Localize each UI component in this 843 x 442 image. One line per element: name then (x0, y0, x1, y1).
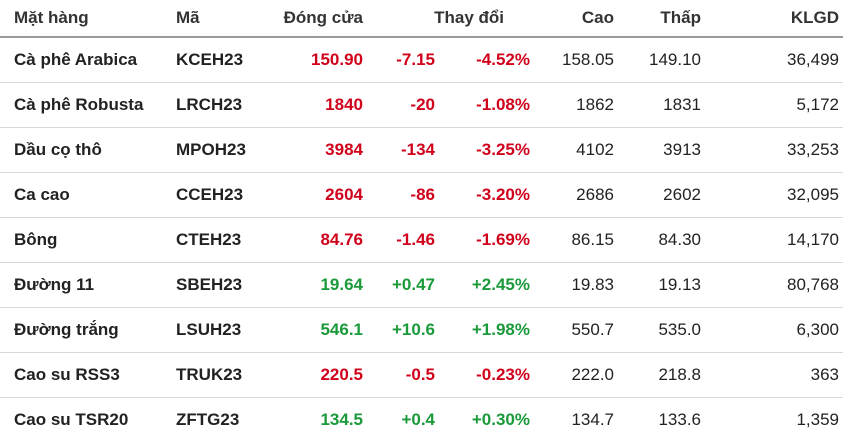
cell-change-percent: +2.45% (443, 263, 540, 308)
header-change: Thay đổi (371, 0, 540, 37)
cell-high: 1862 (540, 83, 622, 128)
cell-volume: 32,095 (707, 173, 843, 218)
cell-name: Cao su RSS3 (0, 353, 172, 398)
cell-change-percent: +0.30% (443, 398, 540, 442)
cell-low: 84.30 (622, 218, 707, 263)
cell-high: 158.05 (540, 37, 622, 83)
cell-volume: 5,172 (707, 83, 843, 128)
cell-change: +0.4 (371, 398, 443, 442)
cell-volume: 363 (707, 353, 843, 398)
cell-change-percent: -0.23% (443, 353, 540, 398)
cell-change: -20 (371, 83, 443, 128)
cell-change-percent: -1.08% (443, 83, 540, 128)
cell-high: 4102 (540, 128, 622, 173)
cell-code: ZFTG23 (172, 398, 268, 442)
cell-low: 133.6 (622, 398, 707, 442)
cell-volume: 33,253 (707, 128, 843, 173)
cell-high: 550.7 (540, 308, 622, 353)
header-name: Mặt hàng (0, 0, 172, 37)
cell-close: 150.90 (268, 37, 371, 83)
header-low: Thấp (622, 0, 707, 37)
cell-volume: 14,170 (707, 218, 843, 263)
cell-name: Cà phê Arabica (0, 37, 172, 83)
cell-low: 218.8 (622, 353, 707, 398)
cell-volume: 1,359 (707, 398, 843, 442)
cell-low: 3913 (622, 128, 707, 173)
cell-high: 2686 (540, 173, 622, 218)
cell-name: Bông (0, 218, 172, 263)
cell-name: Đường trắng (0, 308, 172, 353)
cell-change: -7.15 (371, 37, 443, 83)
cell-low: 1831 (622, 83, 707, 128)
cell-change-percent: -3.25% (443, 128, 540, 173)
cell-close: 1840 (268, 83, 371, 128)
cell-code: TRUK23 (172, 353, 268, 398)
cell-name: Cà phê Robusta (0, 83, 172, 128)
cell-change: +0.47 (371, 263, 443, 308)
table-header-row: Mặt hàng Mã Đóng cửa Thay đổi Cao Thấp K… (0, 0, 843, 37)
cell-low: 19.13 (622, 263, 707, 308)
cell-code: CTEH23 (172, 218, 268, 263)
cell-change-percent: -1.69% (443, 218, 540, 263)
header-volume: KLGD (707, 0, 843, 37)
cell-close: 3984 (268, 128, 371, 173)
cell-close: 546.1 (268, 308, 371, 353)
cell-high: 134.7 (540, 398, 622, 442)
cell-change: +10.6 (371, 308, 443, 353)
cell-code: LSUH23 (172, 308, 268, 353)
cell-change-percent: -4.52% (443, 37, 540, 83)
cell-code: CCEH23 (172, 173, 268, 218)
cell-change: -134 (371, 128, 443, 173)
cell-change: -1.46 (371, 218, 443, 263)
header-close: Đóng cửa (268, 0, 371, 37)
cell-name: Cao su TSR20 (0, 398, 172, 442)
header-code: Mã (172, 0, 268, 37)
cell-close: 134.5 (268, 398, 371, 442)
cell-close: 2604 (268, 173, 371, 218)
cell-high: 19.83 (540, 263, 622, 308)
cell-close: 19.64 (268, 263, 371, 308)
cell-code: KCEH23 (172, 37, 268, 83)
header-high: Cao (540, 0, 622, 37)
cell-close: 220.5 (268, 353, 371, 398)
cell-low: 2602 (622, 173, 707, 218)
cell-code: MPOH23 (172, 128, 268, 173)
cell-name: Dầu cọ thô (0, 128, 172, 173)
cell-volume: 6,300 (707, 308, 843, 353)
cell-change: -86 (371, 173, 443, 218)
cell-code: SBEH23 (172, 263, 268, 308)
cell-volume: 80,768 (707, 263, 843, 308)
cell-volume: 36,499 (707, 37, 843, 83)
cell-change-percent: +1.98% (443, 308, 540, 353)
cell-name: Đường 11 (0, 263, 172, 308)
cell-name: Ca cao (0, 173, 172, 218)
cell-change-percent: -3.20% (443, 173, 540, 218)
cell-high: 86.15 (540, 218, 622, 263)
cell-high: 222.0 (540, 353, 622, 398)
cell-change: -0.5 (371, 353, 443, 398)
cell-low: 535.0 (622, 308, 707, 353)
cell-close: 84.76 (268, 218, 371, 263)
cell-code: LRCH23 (172, 83, 268, 128)
cell-low: 149.10 (622, 37, 707, 83)
